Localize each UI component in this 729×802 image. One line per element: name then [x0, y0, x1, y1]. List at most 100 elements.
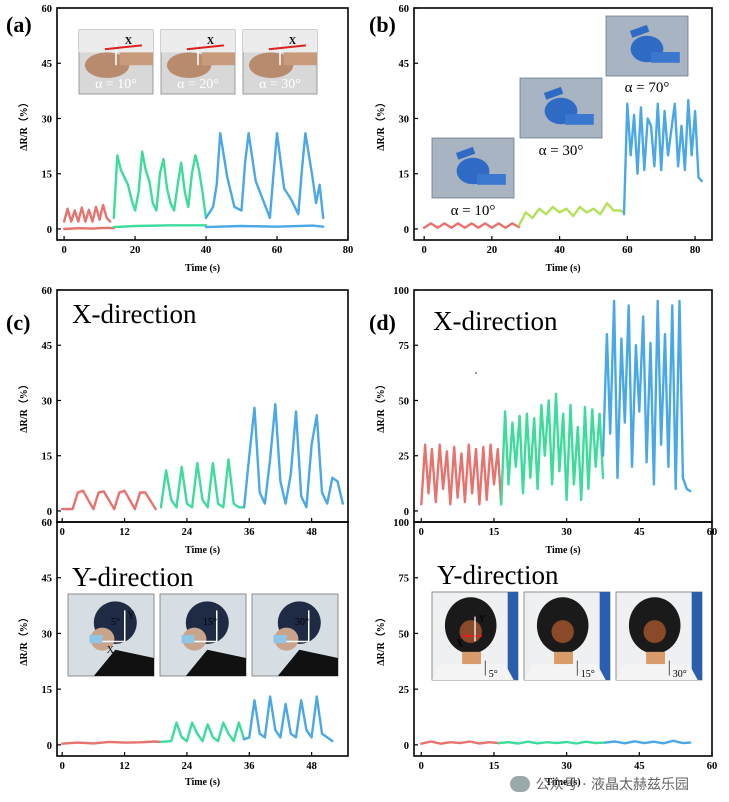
- y-tick-label: 30: [42, 396, 53, 407]
- shirt-icon: [616, 664, 698, 680]
- axis-marker: X: [125, 36, 133, 47]
- series-line-green-1: [500, 392, 605, 506]
- wechat-icon: [509, 776, 530, 792]
- series-line-green-1: [159, 721, 246, 744]
- series-line-green-1: [159, 458, 246, 509]
- plot-frame: [413, 521, 713, 757]
- series-line-red-0: [61, 489, 157, 511]
- series-line-yellowgreen-1: [517, 201, 626, 227]
- inset-caption: 15°: [203, 617, 217, 628]
- neck-icon: [646, 651, 666, 665]
- inset-photo-2: 15°: [159, 593, 247, 677]
- x-tick-label: 45: [634, 527, 645, 538]
- watermark-text: 公众号 · 液晶太赫兹乐园: [535, 777, 689, 793]
- x-tick-label: 30: [561, 761, 572, 772]
- x-axis-title: Time (s): [185, 263, 220, 274]
- mask-icon: [273, 635, 287, 644]
- axis-y-label: Y: [478, 614, 485, 625]
- x-tick-label: 60: [707, 761, 718, 772]
- series-line-blue-2: [604, 739, 692, 745]
- axis-y-label: Y: [127, 611, 134, 622]
- inset-photo-3: α = 70°: [605, 15, 689, 96]
- chart-a: 0 20 40 60 80 0 15 30 45 60 Time (s) ΔR/R（%） (a) Xα =…: [6, 4, 353, 274]
- series-line-blue-4: [204, 131, 325, 220]
- x-tick-label: 0: [60, 761, 65, 772]
- y-axis-title: ΔR/R（%）: [374, 612, 387, 666]
- series-line-blue-2: [242, 403, 344, 509]
- panel-label: (c): [6, 310, 30, 335]
- x-tick-label: 36: [244, 527, 255, 538]
- y-tick-label: 15: [42, 685, 53, 696]
- x-tick-label: 15: [489, 527, 500, 538]
- series-line-green-3: [112, 224, 208, 229]
- x-tick-label: 0: [422, 245, 427, 256]
- y-tick-label: 45: [42, 59, 53, 70]
- direction-title: X-direction: [72, 299, 197, 329]
- sensor-arrow: [104, 44, 143, 51]
- y-axis-title: ΔR/R（%）: [17, 379, 30, 433]
- axis-marker: X: [207, 36, 215, 47]
- y-tick-label: 0: [47, 741, 52, 752]
- shirt-icon: [524, 664, 606, 680]
- y-tick-label: 45: [42, 574, 53, 585]
- inset-photo-2: Xα = 20°: [160, 29, 236, 95]
- x-tick-label: 36: [244, 761, 255, 772]
- sensor-arrow: [186, 44, 225, 51]
- axis-x-label: X: [107, 645, 115, 656]
- x-tick-label: 12: [119, 527, 130, 538]
- y-tick-label: 25: [399, 685, 410, 696]
- y-tick-label: 0: [404, 507, 409, 518]
- x-tick-label: 24: [182, 761, 193, 772]
- y-tick-label: 0: [404, 225, 409, 236]
- y-tick-label: 15: [42, 170, 53, 181]
- inset-caption: 5°: [111, 617, 120, 628]
- inset-caption: α = 70°: [625, 80, 670, 96]
- inset-photo-2: α = 30°: [519, 77, 603, 159]
- x-tick-label: 12: [119, 761, 130, 772]
- y-tick-label: 30: [42, 629, 53, 640]
- inset-photo-2: 15°: [523, 591, 611, 681]
- jacket-icon: [185, 649, 246, 676]
- x-tick-label: 80: [343, 245, 354, 256]
- y-tick-label: 30: [399, 114, 410, 125]
- series-line-red-0: [423, 222, 521, 230]
- x-tick-label: 40: [201, 245, 212, 256]
- inset-photo-3: Xα = 30°: [242, 29, 318, 95]
- finger-icon: [543, 86, 564, 100]
- jacket-icon: [93, 649, 154, 676]
- y-tick-label: 100: [393, 518, 409, 529]
- y-tick-label: 0: [404, 741, 409, 752]
- x-tick-label: 24: [182, 527, 193, 538]
- x-tick-label: 48: [306, 527, 317, 538]
- x-tick-label: 80: [690, 245, 701, 256]
- glove-cuff-icon: [565, 114, 594, 125]
- inset-photo-1: Xα = 10°: [78, 29, 154, 95]
- x-axis-title: Time (s): [185, 777, 220, 788]
- inset-caption: 30°: [673, 669, 687, 680]
- neck-icon: [554, 651, 574, 665]
- x-axis-title: Time (s): [545, 545, 580, 556]
- door-frame: [507, 592, 518, 680]
- direction-title: X-direction: [433, 306, 558, 336]
- x-tick-label: 0: [61, 245, 66, 256]
- axis-marker: X: [289, 36, 297, 47]
- x-tick-label: 60: [272, 245, 283, 256]
- x-axis-title: Time (s): [545, 777, 580, 788]
- inset-photo-1: α = 10°: [431, 137, 515, 219]
- y-tick-label: 0: [47, 225, 52, 236]
- y-axis-title: ΔR/R（%）: [17, 97, 30, 151]
- x-tick-label: 48: [306, 761, 317, 772]
- plot-frame: [56, 521, 349, 757]
- axis-x-label: X: [456, 639, 464, 650]
- mask-icon: [89, 635, 103, 644]
- inset-photo-3: 30°: [615, 591, 703, 681]
- sensor-patch-icon: [459, 620, 482, 644]
- y-tick-label: 15: [42, 452, 53, 463]
- series-line-blue-2: [622, 98, 703, 216]
- sensor-patch-icon: [643, 620, 666, 644]
- x-tick-label: 40: [554, 245, 565, 256]
- series-line-blue-2: [242, 695, 334, 743]
- inset-caption: α = 10°: [451, 203, 496, 219]
- plot-frame: [56, 7, 349, 241]
